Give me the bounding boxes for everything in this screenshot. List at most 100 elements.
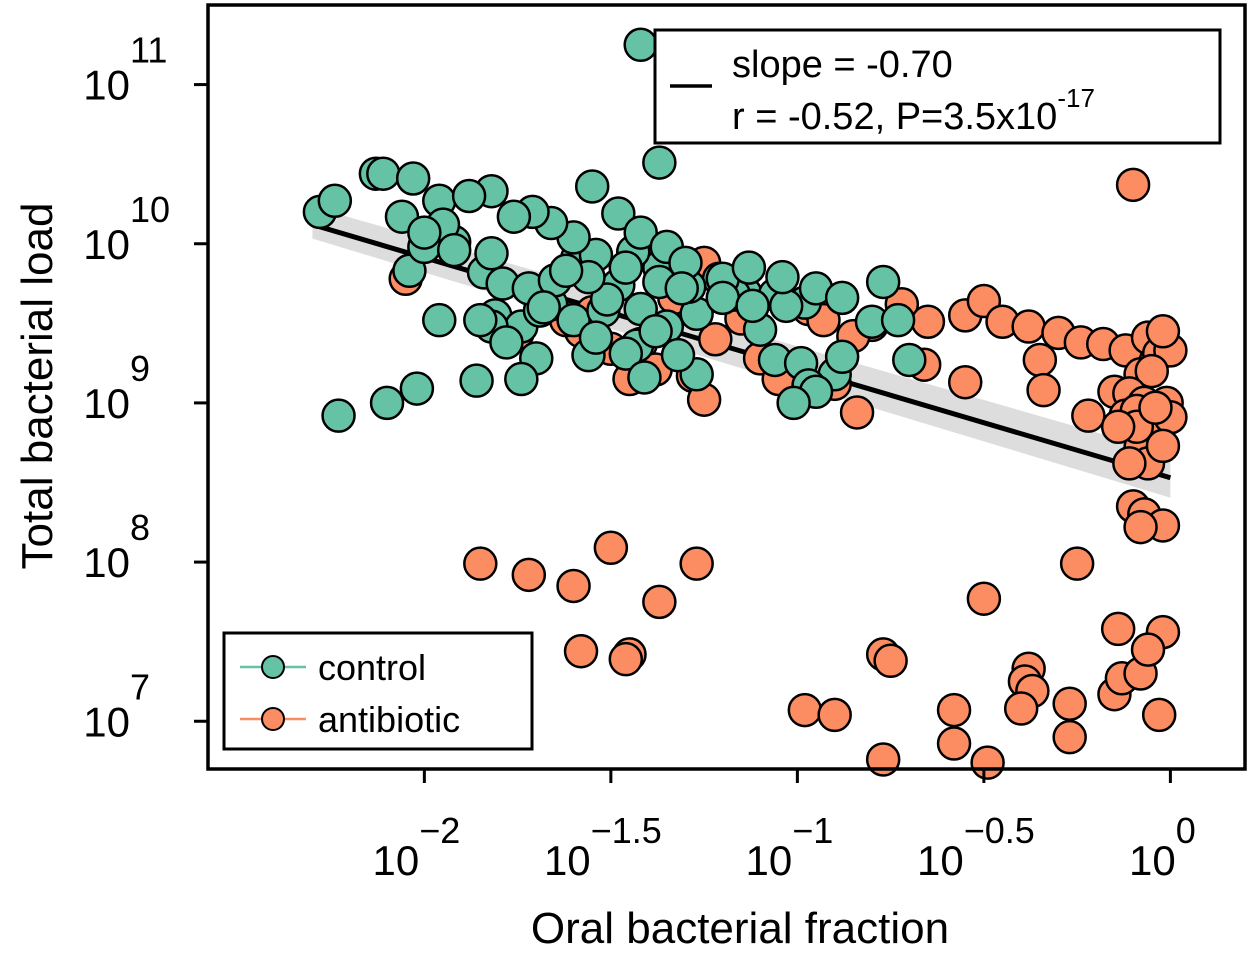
scatter-point-control xyxy=(574,169,610,204)
x-tick-exponent: −2 xyxy=(419,810,460,851)
stats-line-correlation: r = -0.52, P=3.5x10-17 xyxy=(732,83,1095,138)
scatter-point-control xyxy=(660,337,696,373)
scatter-point-antibiotic xyxy=(1130,632,1166,667)
scatter-point-antibiotic xyxy=(817,697,852,733)
legend: control antibiotic xyxy=(222,631,534,751)
scatter-point-antibiotic xyxy=(873,643,908,679)
x-tick-exponent: 0 xyxy=(1176,810,1196,851)
scatter-point-antibiotic xyxy=(1100,611,1136,647)
y-tick-exponent: 11 xyxy=(130,30,167,71)
scatter-point-antibiotic xyxy=(1071,398,1106,433)
scatter-point-control xyxy=(735,288,770,324)
x-tick-label: 100 xyxy=(1129,810,1196,884)
scatter-point-antibiotic xyxy=(947,364,983,400)
x-axis-label: Oral bacterial fraction xyxy=(531,904,949,953)
scatter-point-control xyxy=(504,361,539,397)
scatter-point-control xyxy=(407,215,442,250)
scatter-point-control xyxy=(317,183,353,219)
scatter-point-control xyxy=(399,371,435,406)
scatter-point-control xyxy=(765,259,800,295)
legend-swatch-antibiotic xyxy=(261,707,285,731)
x-tick-exponent: −0.5 xyxy=(964,810,1035,851)
scatter-point-antibiotic xyxy=(839,395,875,430)
scatter-point-control xyxy=(463,302,498,338)
scatter-point-antibiotic xyxy=(1011,309,1046,344)
scatter-point-control xyxy=(705,280,741,316)
scatter-point-antibiotic xyxy=(608,641,644,677)
scatter-point-control xyxy=(880,302,916,338)
plot-frame xyxy=(206,3,1247,771)
scatter-point-control xyxy=(642,145,677,180)
scatter-point-control xyxy=(608,336,644,371)
y-tick-exponent: 8 xyxy=(130,507,150,548)
stats-box: slope = -0.70 r = -0.52, P=3.5x10-17 xyxy=(653,28,1222,145)
y-tick-label: 10 xyxy=(83,380,130,427)
stats-p-exponent: -17 xyxy=(1057,83,1095,113)
scatter-point-antibiotic xyxy=(642,584,677,620)
scatter-point-control xyxy=(638,314,673,349)
scatter-point-control xyxy=(664,271,699,306)
scatter-point-control xyxy=(526,290,561,325)
y-tick-label: 10 xyxy=(83,539,130,586)
scatter-point-control xyxy=(589,282,625,317)
legend-label-antibiotic: antibiotic xyxy=(318,699,460,740)
scatter-point-antibiotic xyxy=(1059,546,1095,581)
x-tick-exponent: −1 xyxy=(792,810,833,851)
scatter-point-antibiotic xyxy=(511,557,547,593)
scatter-point-antibiotic xyxy=(1134,353,1169,389)
scatter-point-antibiotic xyxy=(1003,691,1039,726)
scatter-point-control xyxy=(731,250,767,285)
scatter-point-antibiotic xyxy=(1022,342,1058,378)
scatter-point-antibiotic xyxy=(970,745,1005,780)
scatter-point-antibiotic xyxy=(1141,697,1177,733)
scatter-point-control xyxy=(623,215,658,250)
y-tick-label: 10 xyxy=(83,62,130,109)
scatter-point-control xyxy=(496,199,532,234)
scatter-point-control xyxy=(627,360,662,395)
scatter-point-control xyxy=(395,161,431,196)
x-tick-label: 10−2 xyxy=(372,810,460,884)
scatter-point-control xyxy=(489,325,524,360)
y-tick-label: 10 xyxy=(83,698,130,745)
scatter-point-control xyxy=(321,398,356,433)
scatter-point-control xyxy=(369,385,405,421)
scatter-point-control xyxy=(436,232,472,268)
y-axis-label: Total bacterial load xyxy=(13,203,62,570)
x-tick-label: 10−1.5 xyxy=(544,810,662,884)
y-tick-exponent: 9 xyxy=(130,348,150,389)
scatter-point-control xyxy=(776,385,811,421)
y-tick-exponent: 10 xyxy=(130,189,170,230)
scatter-point-control xyxy=(451,178,487,214)
x-tick-exponent: −1.5 xyxy=(591,810,662,851)
scatter-point-control xyxy=(623,27,658,63)
scatter-point-control xyxy=(548,253,584,289)
x-tick-label: 10−0.5 xyxy=(917,810,1035,884)
x-tick-base: 10 xyxy=(917,837,964,884)
y-tick-exponent: 7 xyxy=(130,666,150,707)
x-tick-base: 10 xyxy=(372,837,419,884)
scatter-point-antibiotic xyxy=(593,530,629,566)
scatter-point-antibiotic xyxy=(966,581,1002,616)
x-tick-base: 10 xyxy=(544,837,591,884)
scatter-point-antibiotic xyxy=(698,322,733,357)
scatter-point-control xyxy=(608,250,644,285)
x-tick-base: 10 xyxy=(745,837,792,884)
scatter-point-antibiotic xyxy=(679,546,714,581)
scatter-point-antibiotic xyxy=(1145,314,1181,349)
y-tick-label: 10 xyxy=(83,221,130,268)
stats-line-slope: slope = -0.70 xyxy=(732,44,953,86)
scatter-point-antibiotic xyxy=(1138,390,1173,425)
scatter-point-antibiotic xyxy=(910,304,946,339)
scatter-point-antibiotic xyxy=(936,692,972,728)
scatter-point-antibiotic xyxy=(1115,167,1151,203)
stats-correlation-text: r = -0.52, P=3.5x10 xyxy=(732,96,1057,138)
scatter-point-control xyxy=(601,196,636,231)
scatter-point-control xyxy=(422,302,457,338)
scatter-point-antibiotic xyxy=(787,692,823,728)
scatter-point-antibiotic xyxy=(1100,409,1136,445)
scatter-point-antibiotic xyxy=(1112,446,1147,481)
scatter-point-control xyxy=(892,342,927,378)
scatter-point-antibiotic xyxy=(463,546,498,581)
legend-label-control: control xyxy=(318,647,426,688)
